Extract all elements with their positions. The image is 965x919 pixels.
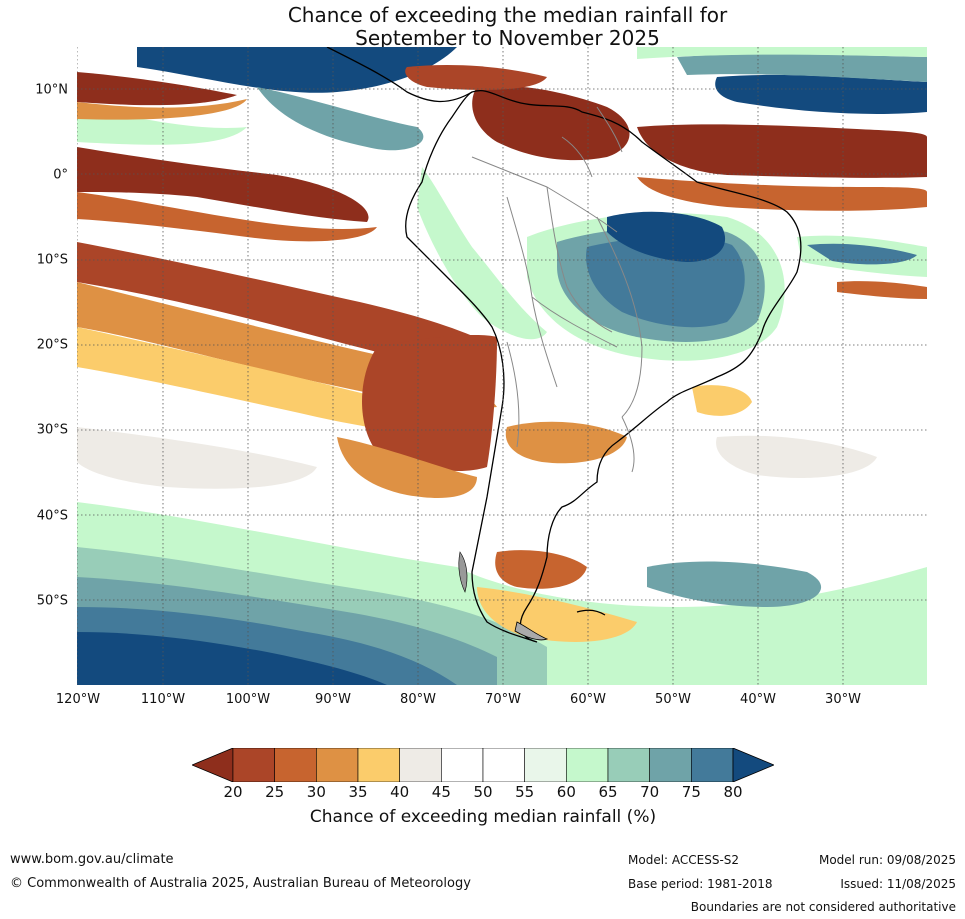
- colorbar-segment: [232, 748, 275, 782]
- colorbar-segment: [441, 748, 484, 782]
- falkland-islands: [576, 609, 606, 616]
- east-dry-band: [837, 281, 927, 299]
- colorbar-segment: [607, 748, 650, 782]
- colorbar-segment: [357, 748, 400, 782]
- footer-disclaimer: Boundaries are not considered authoritat…: [690, 900, 956, 914]
- atlantic-dry-band: [637, 124, 927, 178]
- north-dry-band: [77, 72, 237, 106]
- colorbar-segment: [274, 748, 317, 782]
- argentina-dry-patch: [505, 421, 627, 464]
- chile-dry-fringe: [337, 437, 477, 498]
- north-blue-patch: [137, 47, 457, 93]
- colorbar-tick-label: 80: [723, 783, 743, 801]
- colorbar-tick-label: 50: [473, 783, 493, 801]
- south-atlantic-teal: [647, 561, 822, 607]
- lon-label-80w: 80°W: [400, 692, 436, 707]
- lat-label-40s: 40°S: [36, 508, 68, 524]
- north-teal-patch: [257, 87, 424, 151]
- satl-grey-patch: [716, 435, 877, 478]
- patagonia-dry-patch: [495, 550, 587, 589]
- footer-issued: Issued: 11/08/2025: [840, 877, 956, 891]
- footer-model-run: Model run: 09/08/2025: [818, 853, 956, 867]
- map-canvas: [77, 47, 927, 685]
- colorbar-segment: [691, 748, 734, 782]
- lon-label-30w: 30°W: [825, 692, 861, 707]
- title-line-2: September to November 2025: [355, 26, 660, 50]
- colorbar-segment: [399, 748, 442, 782]
- colorbar-segment: [482, 748, 525, 782]
- lon-label-70w: 70°W: [485, 692, 521, 707]
- lat-label-0: 0°: [53, 167, 68, 183]
- lat-label-20s: 20°S: [36, 337, 68, 353]
- carib-dry: [405, 65, 547, 90]
- colorbar-tick-label: 35: [348, 783, 368, 801]
- colorbar-label: Chance of exceeding median rainfall (%): [309, 807, 657, 827]
- colorbar-tick-label: 40: [390, 783, 410, 801]
- east-teal-band: [807, 243, 917, 265]
- colorbar-tick-label: 60: [556, 783, 576, 801]
- chart-title: Chance of exceeding the median rainfall …: [0, 4, 965, 50]
- lat-label-30s: 30°S: [36, 422, 68, 438]
- colorbar-under-arrow: [192, 748, 234, 782]
- colorbar-tick-label: 45: [431, 783, 451, 801]
- colorbar-tick-label: 30: [306, 783, 326, 801]
- colorbar-segment: [566, 748, 609, 782]
- colorbar-tick-label: 55: [515, 783, 535, 801]
- lon-label-120w: 120°W: [55, 692, 101, 707]
- chile-islands: [458, 551, 468, 593]
- colorbar: [192, 748, 774, 782]
- footer-base-period: Base period: 1981-2018: [628, 877, 773, 891]
- lat-label-10s: 10°S: [36, 252, 68, 268]
- chile-dry-band: [362, 335, 497, 472]
- lon-label-50w: 50°W: [655, 692, 691, 707]
- equatorial-dry-band: [77, 147, 369, 222]
- north-brazil-dry: [472, 85, 630, 161]
- brazil-darkblue-patch: [607, 211, 726, 262]
- colorbar-tick-label: 20: [223, 783, 243, 801]
- southpac-dry-band: [77, 242, 497, 363]
- lon-label-100w: 100°W: [225, 692, 271, 707]
- satl-tan-patch: [692, 385, 752, 416]
- colorbar-tick-label: 65: [598, 783, 618, 801]
- equatorial-dry-fringe: [77, 192, 377, 242]
- footer-copyright: © Commonwealth of Australia 2025, Austra…: [10, 876, 471, 891]
- rainfall-map: [77, 47, 927, 685]
- lon-label-40w: 40°W: [740, 692, 776, 707]
- colorbar-segment: [649, 748, 692, 782]
- colorbar-tick-label: 25: [265, 783, 285, 801]
- south-atlantic-green: [777, 605, 927, 685]
- natl-teal-patch: [677, 54, 927, 82]
- lon-label-90w: 90°W: [315, 692, 351, 707]
- country-borders: [471, 106, 643, 473]
- sepac-grey-patch: [77, 427, 317, 489]
- andes-green-strip: [417, 167, 547, 340]
- lat-label-50s: 50°S: [36, 593, 68, 609]
- tierra-del-fuego: [514, 621, 549, 641]
- colorbar-segment: [524, 748, 567, 782]
- south-america-coastline: [405, 90, 802, 643]
- title-line-1: Chance of exceeding the median rainfall …: [287, 3, 728, 27]
- natl-green-patch: [637, 47, 927, 59]
- natl-blue-patch: [715, 74, 927, 114]
- colorbar-segment: [316, 748, 359, 782]
- lat-label-10n: 10°N: [35, 82, 68, 98]
- colorbar-over-arrow: [732, 748, 774, 782]
- central-america-coastline: [326, 47, 473, 103]
- footer-website: www.bom.gov.au/climate: [10, 852, 174, 867]
- north-dry-fringe: [77, 99, 247, 120]
- lon-label-110w: 110°W: [140, 692, 186, 707]
- graticule: [77, 47, 927, 685]
- colorbar-tick-label: 70: [640, 783, 660, 801]
- lon-label-60w: 60°W: [570, 692, 606, 707]
- south-darkblue-band: [77, 632, 387, 685]
- colorbar-tick-label: 75: [681, 783, 701, 801]
- footer-model: Model: ACCESS-S2: [628, 853, 740, 867]
